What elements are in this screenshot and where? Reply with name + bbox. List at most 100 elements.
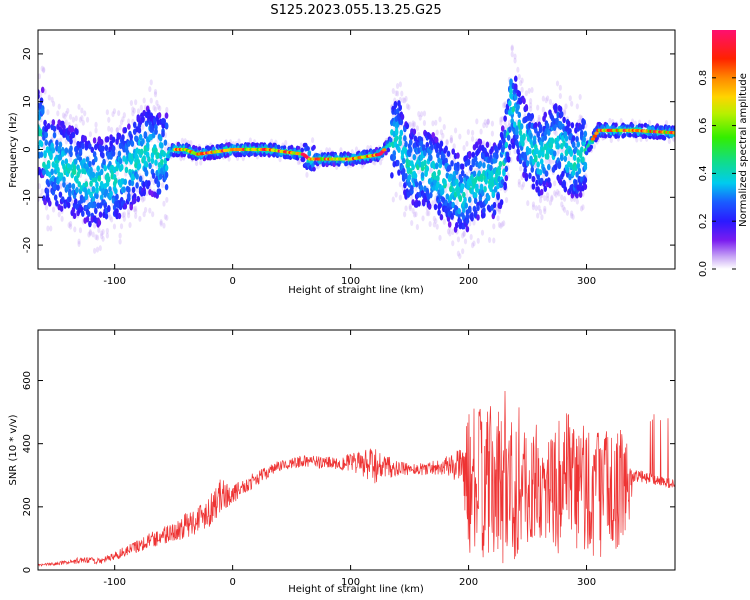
- spectrogram-cell: [502, 170, 506, 177]
- spectrogram-cell: [404, 205, 408, 212]
- spectrogram-cell: [472, 219, 476, 226]
- spectrogram-cell: [553, 190, 557, 197]
- spectrogram-cell: [510, 45, 514, 52]
- spectrogram-cell: [134, 208, 138, 215]
- snr-line: [38, 390, 675, 567]
- spectrogram-cell: [99, 168, 104, 176]
- spectrogram-cell: [472, 240, 476, 247]
- spectrogram-cell: [434, 136, 439, 144]
- spectrogram-cell: [548, 199, 553, 206]
- spectrogram-cell: [522, 97, 526, 105]
- spectrogram-cell: [395, 159, 400, 167]
- spectrogram-cell: [141, 196, 145, 203]
- spectrogram-cell: [565, 166, 570, 173]
- spectrogram-cell: [404, 140, 408, 148]
- spectrogram-cell: [130, 140, 135, 147]
- spectrogram-cell: [482, 162, 486, 169]
- spectrogram-cell: [95, 234, 100, 241]
- spectrogram-cell: [70, 126, 75, 133]
- spectrogram-cell: [438, 202, 443, 209]
- spectrogram-cell: [403, 97, 407, 104]
- spectrogram-cell: [451, 148, 456, 155]
- spectrogram-peak: [590, 137, 596, 141]
- spectrogram-cell: [162, 118, 167, 125]
- spectrogram-cell: [153, 88, 158, 95]
- spectrogram-cell: [495, 153, 499, 160]
- spectrogram-cell: [401, 157, 406, 165]
- spectrogram-cell: [544, 97, 548, 104]
- spectrogram-cell: [548, 98, 553, 105]
- spectrogram-cell: [510, 44, 514, 51]
- spectrogram-cell: [301, 157, 306, 163]
- spectrogram-cell: [132, 107, 136, 114]
- spectrogram-cell: [449, 137, 453, 144]
- spectrogram-cell: [490, 130, 494, 137]
- spectrogram-cell: [43, 119, 47, 127]
- spectrogram-cell: [64, 147, 69, 154]
- spectrogram-cell: [575, 192, 579, 199]
- spectrogram-cell: [115, 127, 119, 134]
- spectrogram-cell: [564, 135, 569, 142]
- spectrogram-cell: [427, 210, 431, 217]
- spectrogram-cell: [436, 152, 440, 159]
- spectrogram-cell: [78, 227, 83, 234]
- spectrogram-cell: [122, 112, 126, 119]
- spectrogram-cell: [56, 110, 60, 117]
- spectrogram-cell: [537, 114, 541, 121]
- spectrogram-cell: [570, 100, 574, 107]
- spectrogram-cell: [88, 160, 92, 168]
- spectrogram-cell: [130, 179, 135, 187]
- spectrogram-cell: [134, 212, 138, 219]
- spectrogram-cell: [94, 121, 98, 128]
- spectrogram-cell: [75, 186, 79, 194]
- spectrogram-cell: [496, 215, 500, 222]
- spectrogram-cell: [68, 182, 72, 189]
- spectrogram-cell: [577, 167, 582, 175]
- spectrogram-cell: [132, 206, 136, 213]
- spectrogram-cell: [460, 169, 465, 177]
- spectrogram-cell: [91, 171, 96, 179]
- spectrogram-cell: [365, 149, 369, 155]
- spectrogram-cell: [543, 205, 547, 212]
- spectrogram-cell: [393, 101, 398, 109]
- spectrogram-cell: [457, 207, 461, 215]
- spectrogram-cell: [99, 139, 104, 146]
- spectrogram-cell: [59, 205, 64, 212]
- spectrogram-cell: [498, 142, 503, 149]
- spectrogram-cell: [39, 151, 44, 158]
- spectrogram-cell: [58, 141, 63, 148]
- spectrogram-cell: [504, 197, 509, 204]
- spectrogram-cell: [415, 125, 419, 132]
- spectrogram-cell: [437, 209, 441, 216]
- spectrogram-cell: [555, 188, 560, 195]
- spectrogram-cell: [51, 119, 56, 126]
- spectrogram-cell: [420, 171, 425, 179]
- spectrogram-cell: [412, 153, 417, 161]
- spectrogram-cell: [128, 221, 132, 228]
- spectrogram-cell: [511, 106, 516, 113]
- spectrogram-cell: [428, 167, 432, 174]
- spectrogram-cell: [397, 169, 401, 176]
- spectrogram-cell: [445, 138, 449, 145]
- spectrogram-cell: [442, 218, 446, 225]
- spectrogram-cell: [149, 97, 153, 104]
- spectrogram-cell: [91, 231, 95, 238]
- spectrogram-cell: [92, 137, 97, 144]
- spectrogram-cell: [90, 146, 95, 153]
- spectrogram-cell: [421, 215, 425, 222]
- spectrogram-cell: [77, 103, 81, 110]
- spectrogram-cell: [430, 144, 434, 151]
- spectrogram-cell: [559, 111, 564, 118]
- spectrogram-cell: [160, 182, 165, 189]
- spectrogram-cell: [55, 200, 59, 207]
- spectrogram-cell: [384, 150, 388, 156]
- spectrogram-cell: [562, 109, 567, 116]
- spectrogram-cell: [51, 100, 56, 107]
- spectrogram-cell: [150, 152, 155, 159]
- spectrogram-cell: [449, 137, 453, 144]
- spectrogram-cell: [550, 138, 555, 145]
- spectrogram-cell: [135, 182, 139, 189]
- spectrogram-cell: [106, 205, 111, 212]
- spectrogram-cell: [71, 116, 75, 123]
- spectrogram-cell: [164, 112, 169, 119]
